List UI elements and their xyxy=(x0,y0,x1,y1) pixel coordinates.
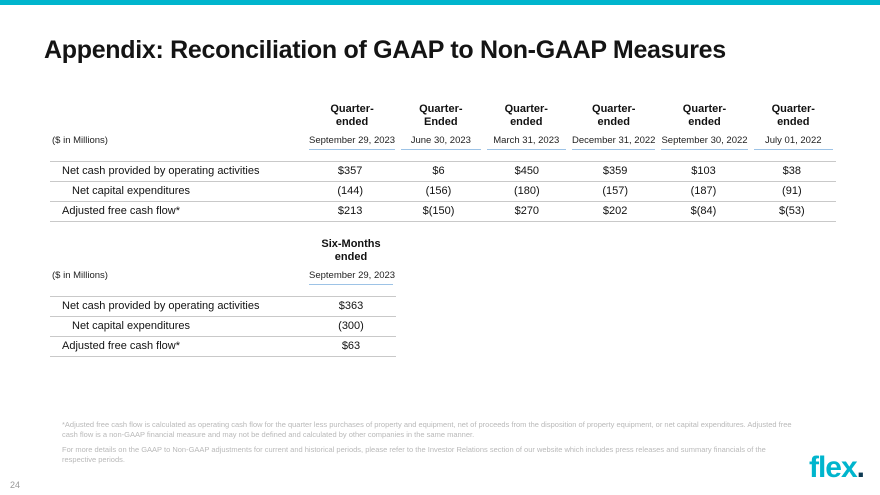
column-header: Quarter-ended March 31, 2023 xyxy=(484,103,569,150)
period-line: Ended xyxy=(424,116,458,128)
quarterly-table: ($ in Millions) Quarter-ended September … xyxy=(50,103,836,222)
quarterly-table-body: Net cash provided by operating activitie… xyxy=(50,161,836,222)
value-cell: $450 xyxy=(514,165,540,177)
value-cell: (144) xyxy=(337,185,363,197)
row-label: Net cash provided by operating activitie… xyxy=(62,300,260,312)
value-cell: $103 xyxy=(691,165,716,177)
table-row: Adjusted free cash flow* $63 xyxy=(50,336,396,357)
value-cell: (156) xyxy=(425,185,452,197)
period-label: Quarter- Ended xyxy=(398,103,483,129)
period-label: Quarter-ended xyxy=(751,103,836,129)
period-label: Quarter-ended xyxy=(658,103,750,129)
value-cell: $213 xyxy=(337,205,363,217)
table-row: Adjusted free cash flow* $213 $(150) $27… xyxy=(50,201,836,222)
period-line: Quarter- xyxy=(592,103,636,115)
period-date: June 30, 2023 xyxy=(401,135,481,150)
period-line: ended xyxy=(335,116,369,128)
column-header: Quarter-ended September 29, 2023 xyxy=(306,103,398,150)
period-line: ended xyxy=(597,116,630,128)
period-date: July 01, 2022 xyxy=(753,135,833,150)
period-line: Quarter- xyxy=(419,103,463,115)
unit-label: ($ in Millions) xyxy=(52,270,108,281)
value-cell: $(53) xyxy=(778,205,805,217)
value-cell: $(84) xyxy=(690,205,717,217)
page-number: 24 xyxy=(10,480,21,490)
quarterly-table-header: ($ in Millions) Quarter-ended September … xyxy=(50,103,836,150)
value-cell: (91) xyxy=(782,185,802,197)
period-date: September 29, 2023 xyxy=(309,135,396,150)
value-cell: $359 xyxy=(602,165,628,177)
column-header: Quarter- Ended June 30, 2023 xyxy=(398,103,483,150)
row-label: Adjusted free cash flow* xyxy=(62,205,181,217)
value-cell: $63 xyxy=(341,340,361,352)
flex-logo-text: flex xyxy=(808,451,858,484)
column-header: Quarter-ended December 31, 2022 xyxy=(569,103,658,150)
period-date: September 30, 2022 xyxy=(661,135,748,150)
row-label: Net capital expenditures xyxy=(72,185,191,197)
table-row: Net capital expenditures (144) (156) (18… xyxy=(50,181,836,201)
flex-logo-dot: . xyxy=(856,451,865,484)
row-label: Net capital expenditures xyxy=(72,320,191,332)
row-label: Net cash provided by operating activitie… xyxy=(62,165,260,177)
period-date: December 31, 2022 xyxy=(572,135,656,150)
table-row: Net capital expenditures (300) xyxy=(50,316,396,336)
period-label: Quarter-ended xyxy=(484,103,569,129)
period-line: Quarter- xyxy=(504,103,548,115)
table-row: Net cash provided by operating activitie… xyxy=(50,161,836,181)
column-header: Quarter-ended September 30, 2022 xyxy=(658,103,750,150)
six-month-table-body: Net cash provided by operating activitie… xyxy=(50,296,396,357)
value-cell: $202 xyxy=(602,205,628,217)
value-cell: $363 xyxy=(338,300,364,312)
column-header: Quarter-ended July 01, 2022 xyxy=(751,103,836,150)
footnote-adjusted-fcf: *Adjusted free cash flow is calculated a… xyxy=(62,420,792,439)
value-cell: $38 xyxy=(782,165,801,177)
value-cell: (187) xyxy=(690,185,717,197)
period-line: ended xyxy=(688,116,721,128)
period-line: ended xyxy=(334,251,368,263)
footnote-more-details: For more details on the GAAP to Non-GAAP… xyxy=(62,445,766,464)
table-row: Net cash provided by operating activitie… xyxy=(50,296,396,316)
value-cell: $270 xyxy=(514,205,540,217)
value-cell: (300) xyxy=(338,320,364,332)
period-line: Six-Months xyxy=(321,238,381,250)
period-date: March 31, 2023 xyxy=(486,135,566,150)
period-label: Quarter-ended xyxy=(306,103,398,129)
period-line: ended xyxy=(510,116,543,128)
page-title: Appendix: Reconciliation of GAAP to Non-… xyxy=(44,36,726,64)
unit-label: ($ in Millions) xyxy=(52,135,108,146)
value-cell: (157) xyxy=(602,185,628,197)
period-date: September 29, 2023 xyxy=(309,270,395,285)
value-cell: $(150) xyxy=(422,205,455,217)
period-label: Quarter-ended xyxy=(569,103,658,129)
period-line: Quarter- xyxy=(682,103,727,115)
value-cell: (180) xyxy=(513,185,540,197)
six-month-table-header: ($ in Millions) Six-Months ended Septembe… xyxy=(50,238,396,285)
period-label: Six-Months ended xyxy=(306,238,396,264)
flex-logo: flex. xyxy=(808,451,865,484)
row-label: Adjusted free cash flow* xyxy=(62,340,181,352)
period-line: Quarter- xyxy=(330,103,374,115)
column-header: Six-Months ended September 29, 2023 xyxy=(306,238,396,285)
period-line: Quarter- xyxy=(771,103,815,115)
footnotes: *Adjusted free cash flow is calculated a… xyxy=(62,420,792,464)
value-cell: $6 xyxy=(432,165,445,177)
period-line: ended xyxy=(777,116,810,128)
accent-bar xyxy=(0,0,880,5)
value-cell: $357 xyxy=(337,165,363,177)
six-month-table: ($ in Millions) Six-Months ended Septembe… xyxy=(50,238,396,357)
